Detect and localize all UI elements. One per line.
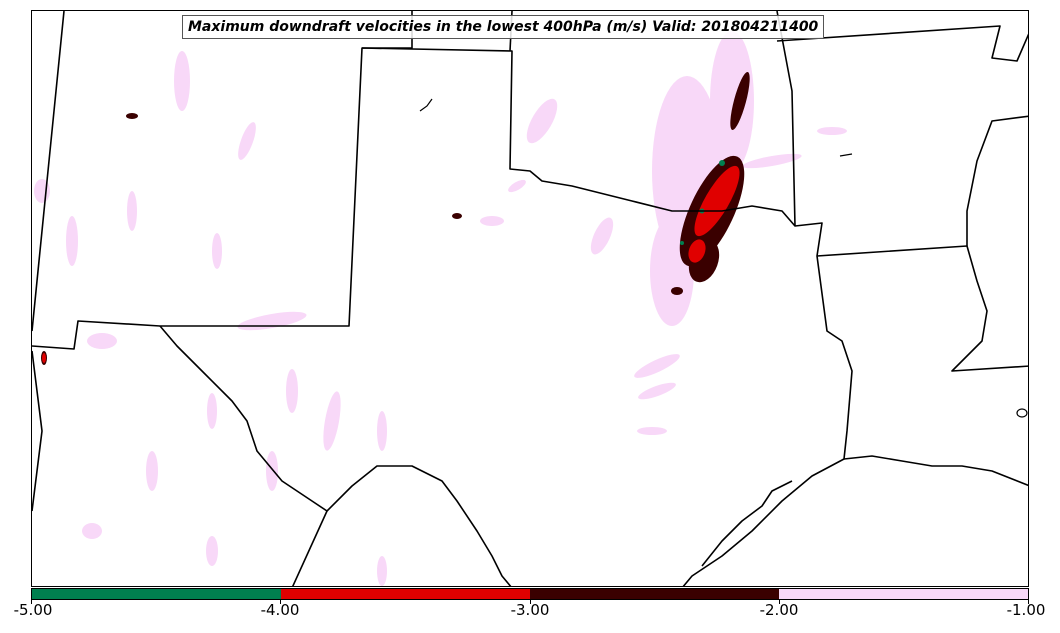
green-contours [680,160,725,245]
pink-contours [34,31,847,586]
map-canvas [32,11,1028,586]
colorbar-bin-1 [32,589,281,599]
darkred-contours [41,71,750,365]
colorbar [31,588,1029,600]
colorbar-bin-2 [281,589,530,599]
colorbar-tick [31,600,32,604]
colorbar-tick-label: -2.00 [759,601,799,619]
colorbar-tick-label: -5.00 [13,601,53,619]
colorbar-tick-label: -3.00 [510,601,550,619]
colorbar-tick-label: -1.00 [1006,601,1046,619]
colorbar-tick [1028,600,1029,604]
map-title: Maximum downdraft velocities in the lowe… [182,15,825,39]
lakes [419,98,1028,418]
colorbar-tick [779,600,780,604]
red-contours [42,165,740,363]
colorbar-bin-4 [779,589,1028,599]
colorbar-tick [280,600,281,604]
map-frame [31,10,1029,587]
colorbar-tick [530,600,531,604]
colorbar-bin-3 [530,589,779,599]
colorbar-tick-label: -4.00 [260,601,300,619]
